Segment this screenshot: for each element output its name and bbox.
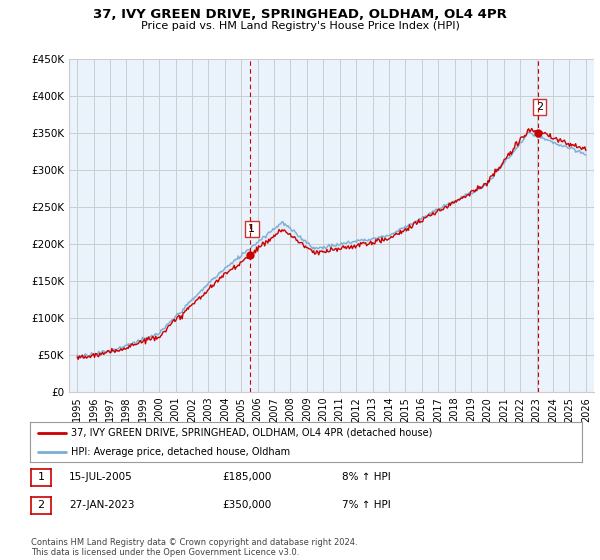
Text: Contains HM Land Registry data © Crown copyright and database right 2024.
This d: Contains HM Land Registry data © Crown c…	[31, 538, 358, 557]
Text: Price paid vs. HM Land Registry's House Price Index (HPI): Price paid vs. HM Land Registry's House …	[140, 21, 460, 31]
Text: 2: 2	[536, 102, 543, 112]
Text: HPI: Average price, detached house, Oldham: HPI: Average price, detached house, Oldh…	[71, 447, 290, 457]
Text: 37, IVY GREEN DRIVE, SPRINGHEAD, OLDHAM, OL4 4PR: 37, IVY GREEN DRIVE, SPRINGHEAD, OLDHAM,…	[93, 8, 507, 21]
Text: 2: 2	[38, 500, 44, 510]
Text: 7% ↑ HPI: 7% ↑ HPI	[342, 500, 391, 510]
Text: 15-JUL-2005: 15-JUL-2005	[69, 472, 133, 482]
Text: £350,000: £350,000	[222, 500, 271, 510]
Text: 37, IVY GREEN DRIVE, SPRINGHEAD, OLDHAM, OL4 4PR (detached house): 37, IVY GREEN DRIVE, SPRINGHEAD, OLDHAM,…	[71, 428, 433, 438]
Text: £185,000: £185,000	[222, 472, 271, 482]
Text: 1: 1	[38, 472, 44, 482]
Text: 8% ↑ HPI: 8% ↑ HPI	[342, 472, 391, 482]
Text: 1: 1	[248, 224, 255, 234]
Text: 27-JAN-2023: 27-JAN-2023	[69, 500, 134, 510]
